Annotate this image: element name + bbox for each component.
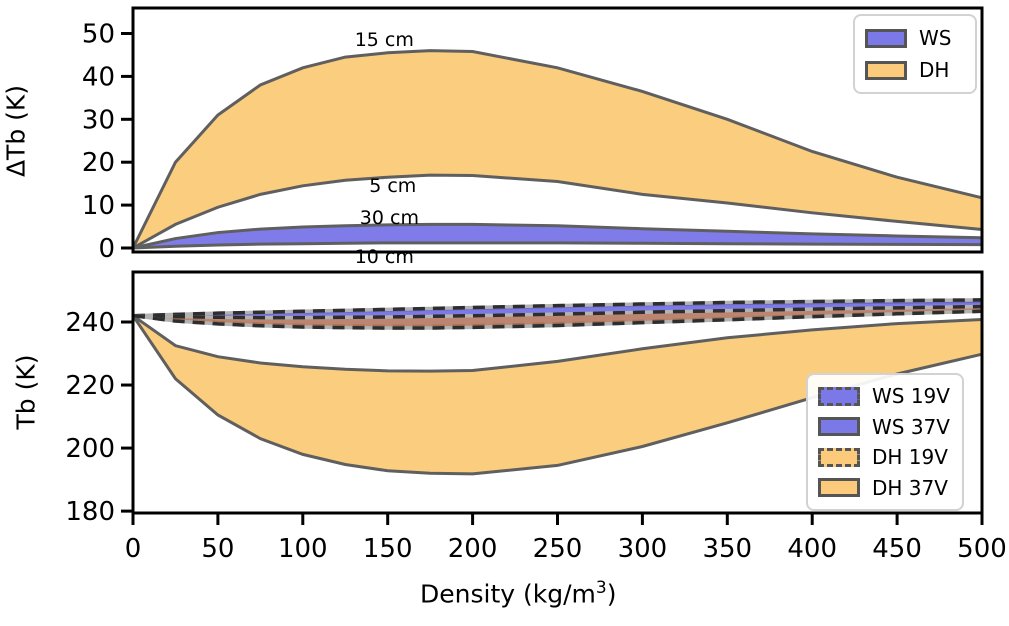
bottom-legend: WS 19V WS 37V DH 19V DH 37V	[806, 373, 964, 511]
tick-label: 450	[872, 534, 922, 564]
x-axis-label: Density (kg/m3)	[420, 578, 616, 608]
tick-label: 40	[82, 62, 115, 92]
legend-label-dh19v: DH 19V	[872, 445, 948, 469]
tick-label: 100	[278, 534, 328, 564]
figure: 0 10 20 30 40 50 180 200 220 240 0 50 100 150 200 250 30…	[0, 0, 1009, 626]
chart-canvas: 0 10 20 30 40 50 180 200 220 240 0 50 100 150 200 250 30…	[0, 0, 1009, 626]
band-depth-label-10cm: 10 cm	[355, 246, 414, 268]
x-axis-label-superscript: 3	[596, 578, 607, 598]
legend-entry-dh19v: DH 19V	[818, 445, 950, 469]
tick-label: 180	[65, 497, 115, 527]
tick-label: 220	[65, 371, 115, 401]
band-depth-label-30cm: 30 cm	[360, 207, 419, 229]
x-axis-label-text: Density (kg/m	[420, 579, 596, 608]
top-legend: WS DH	[853, 14, 977, 94]
tick-label: 250	[533, 534, 583, 564]
legend-label-dh: DH	[919, 58, 949, 82]
x-axis-label-suffix: )	[607, 579, 617, 608]
tick-label: 10	[82, 191, 115, 221]
tick-label: 50	[82, 20, 115, 50]
tick-label: 50	[201, 534, 234, 564]
ws-37v-swatch	[818, 417, 860, 436]
band-depth-label-15cm: 15 cm	[355, 29, 414, 51]
legend-label-dh37v: DH 37V	[872, 476, 948, 500]
dh-band-swatch	[865, 61, 907, 80]
tick-label: 0	[125, 534, 142, 564]
tick-label: 200	[65, 434, 115, 464]
legend-entry-dh: DH	[865, 58, 963, 82]
tick-label: 400	[787, 534, 837, 564]
legend-label-ws19v: WS 19V	[872, 384, 950, 408]
tick-label: 150	[363, 534, 413, 564]
tick-label: 240	[65, 308, 115, 338]
tick-label: 300	[618, 534, 668, 564]
legend-label-ws: WS	[919, 26, 951, 50]
ws-19v-swatch	[818, 387, 860, 406]
legend-entry-ws37v: WS 37V	[818, 415, 950, 439]
tick-label: 0	[98, 234, 115, 264]
tick-label: 350	[702, 534, 752, 564]
dh-19v-swatch	[818, 448, 860, 467]
legend-entry-ws19v: WS 19V	[818, 384, 950, 408]
band-depth-label-5cm: 5 cm	[369, 175, 416, 197]
top-y-axis-label: ΔTb (K)	[2, 85, 31, 177]
tick-label: 500	[957, 534, 1007, 564]
band-edge	[133, 243, 982, 248]
bottom-y-axis-label: Tb (K)	[12, 355, 41, 430]
tick-label: 30	[82, 105, 115, 135]
ws-band-swatch	[865, 29, 907, 48]
tick-label: 20	[82, 148, 115, 178]
legend-entry-dh37v: DH 37V	[818, 476, 950, 500]
tick-label: 200	[448, 534, 498, 564]
legend-entry-ws: WS	[865, 26, 963, 50]
legend-label-ws37v: WS 37V	[872, 415, 950, 439]
dh-37v-swatch	[818, 478, 860, 497]
